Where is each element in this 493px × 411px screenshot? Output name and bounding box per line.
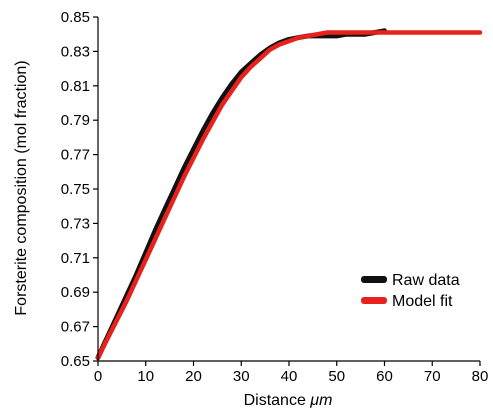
x-tick-label: 10	[137, 368, 154, 385]
x-tick-label: 60	[376, 368, 393, 385]
y-axis-title: Forsterite composition (mol fraction)	[13, 60, 30, 315]
legend-label-model-fit: Model fit	[392, 293, 453, 310]
y-tick-label: 0.65	[61, 353, 90, 370]
x-tick-label: 20	[185, 368, 202, 385]
y-tick-label: 0.85	[61, 9, 90, 26]
y-tick-label: 0.67	[61, 319, 90, 336]
legend-swatch-raw-data	[361, 276, 387, 283]
y-tick-label: 0.75	[61, 181, 90, 198]
y-tick-label: 0.83	[61, 43, 90, 60]
x-tick-label: 70	[424, 368, 441, 385]
y-tick-label: 0.79	[61, 112, 90, 129]
x-tick-label: 30	[233, 368, 250, 385]
y-tick-label: 0.73	[61, 215, 90, 232]
series-line-raw-data	[95, 28, 387, 361]
x-tick-label: 40	[281, 368, 298, 385]
y-ticks: 0.65 0.67 0.69 0.71 0.73 0.75 0.77 0.79 0.81 0.83…	[61, 9, 98, 370]
y-tick-label: 0.71	[61, 250, 90, 267]
legend: Raw data Model fit	[361, 272, 460, 310]
x-ticks: 0 10 20 30 40 50 60 70 80	[94, 361, 489, 385]
y-tick-label: 0.81	[61, 78, 90, 95]
legend-label-raw-data: Raw data	[392, 272, 460, 289]
y-tick-label: 0.77	[61, 147, 90, 164]
x-tick-label: 0	[94, 368, 102, 385]
x-axis-title-text: Distance	[244, 392, 311, 409]
x-axis-title-unit: μm	[309, 392, 332, 409]
x-tick-label: 80	[472, 368, 489, 385]
plot-lines	[95, 28, 483, 361]
x-axis-title: Distance μm	[244, 392, 333, 409]
y-tick-label: 0.69	[61, 284, 90, 301]
legend-swatch-model-fit	[361, 297, 387, 304]
x-tick-label: 50	[328, 368, 345, 385]
series-line-model-fit	[95, 30, 483, 360]
